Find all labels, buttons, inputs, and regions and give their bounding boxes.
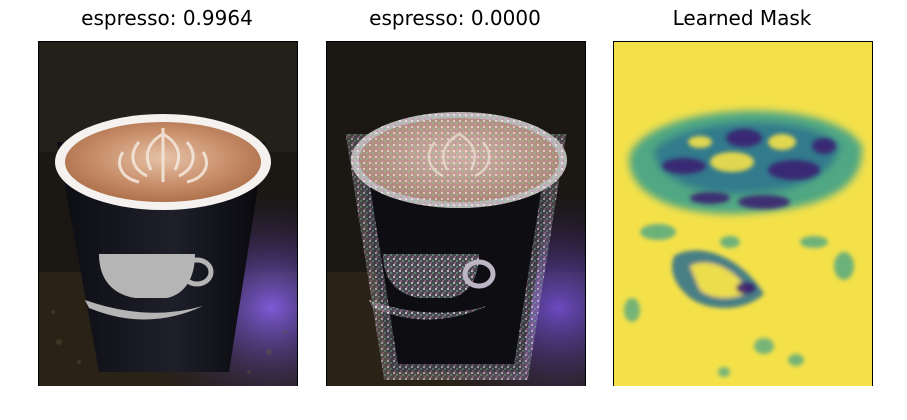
masked-photo bbox=[327, 42, 585, 386]
panel-mask-title: Learned Mask bbox=[672, 6, 812, 30]
panel-original-title: espresso: 0.9964 bbox=[81, 6, 253, 30]
original-image bbox=[38, 41, 298, 387]
cup-logo-icon bbox=[85, 254, 214, 320]
bottom-cutoff-strip bbox=[0, 386, 907, 420]
latte-art-icon bbox=[118, 128, 208, 184]
masked-image bbox=[326, 41, 586, 387]
cup-logo-icon bbox=[369, 254, 496, 320]
mask-heatmap bbox=[614, 42, 872, 386]
panel-masked-title: espresso: 0.0000 bbox=[369, 6, 541, 30]
original-photo bbox=[39, 42, 297, 386]
learned-mask-image bbox=[613, 41, 873, 387]
